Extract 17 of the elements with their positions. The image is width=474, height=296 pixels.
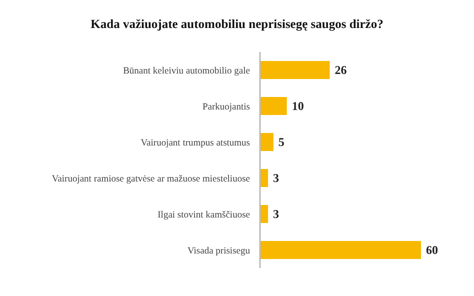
bar [260,61,330,79]
data-label: 3 [273,171,280,186]
bar [260,241,421,259]
data-label: 60 [426,243,438,258]
data-label: 26 [334,63,347,78]
y-tick-label: Vairuojant trumpus atstumus [140,138,250,148]
data-label: 5 [278,135,284,150]
y-tick-label: Parkuojantis [202,102,250,112]
y-tick-label: Būnant keleiviu automobilio gale [123,66,250,76]
y-tick-label: Ilgai stovint kamščiuose [158,210,250,220]
data-label: 10 [292,99,304,114]
y-tick-label: Visada prisisegu [188,246,250,256]
bar [260,133,274,151]
y-tick-label: Vairuojant ramiose gatvėse ar mažuose miesteliuose [52,174,250,184]
bar [260,97,287,115]
data-label: 3 [273,207,280,222]
chart-title: Kada važiuojate automobiliu neprisisegę saugos diržo? [90,17,384,31]
